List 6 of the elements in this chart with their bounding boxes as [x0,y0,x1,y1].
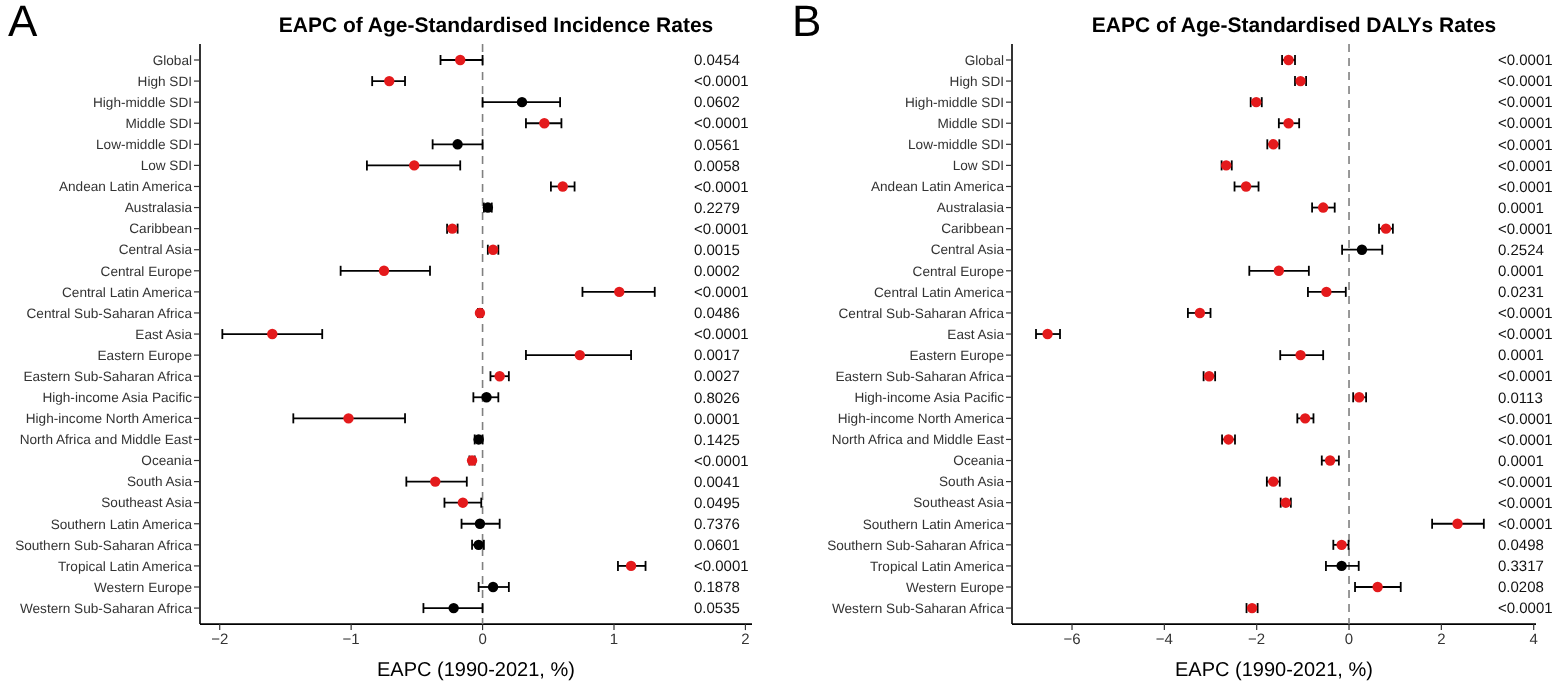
chart-title: EAPC of Age-Standardised DALYs Rates [1091,14,1497,38]
text: B [792,0,822,46]
x-axis-title: EAPC (1990-2021, %) [377,660,575,682]
x-axis-title: EAPC (1990-2021, %) [1175,660,1373,682]
text: A [8,0,38,46]
chart-title: EAPC of Age-Standardised Incidence Rates [278,14,714,38]
